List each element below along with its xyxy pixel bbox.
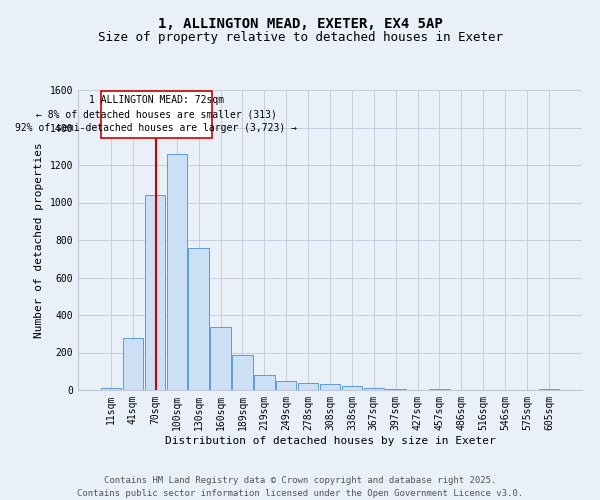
Bar xyxy=(539,389,559,390)
FancyBboxPatch shape xyxy=(101,91,212,138)
Bar xyxy=(342,386,362,390)
Bar xyxy=(101,388,121,390)
Bar xyxy=(145,195,165,390)
Bar xyxy=(254,375,275,390)
Bar xyxy=(385,388,406,390)
Bar xyxy=(429,389,449,390)
Bar xyxy=(188,248,209,390)
X-axis label: Distribution of detached houses by size in Exeter: Distribution of detached houses by size … xyxy=(164,436,496,446)
Text: Size of property relative to detached houses in Exeter: Size of property relative to detached ho… xyxy=(97,31,503,44)
Bar xyxy=(298,382,318,390)
Bar xyxy=(167,154,187,390)
Bar xyxy=(276,380,296,390)
Text: Contains HM Land Registry data © Crown copyright and database right 2025.
Contai: Contains HM Land Registry data © Crown c… xyxy=(77,476,523,498)
Text: 1, ALLINGTON MEAD, EXETER, EX4 5AP: 1, ALLINGTON MEAD, EXETER, EX4 5AP xyxy=(158,18,442,32)
Bar xyxy=(123,338,143,390)
Bar xyxy=(364,388,384,390)
Text: 1 ALLINGTON MEAD: 72sqm
← 8% of detached houses are smaller (313)
92% of semi-de: 1 ALLINGTON MEAD: 72sqm ← 8% of detached… xyxy=(15,96,297,134)
Bar xyxy=(232,356,253,390)
Bar xyxy=(320,384,340,390)
Bar xyxy=(211,327,231,390)
Y-axis label: Number of detached properties: Number of detached properties xyxy=(34,142,44,338)
